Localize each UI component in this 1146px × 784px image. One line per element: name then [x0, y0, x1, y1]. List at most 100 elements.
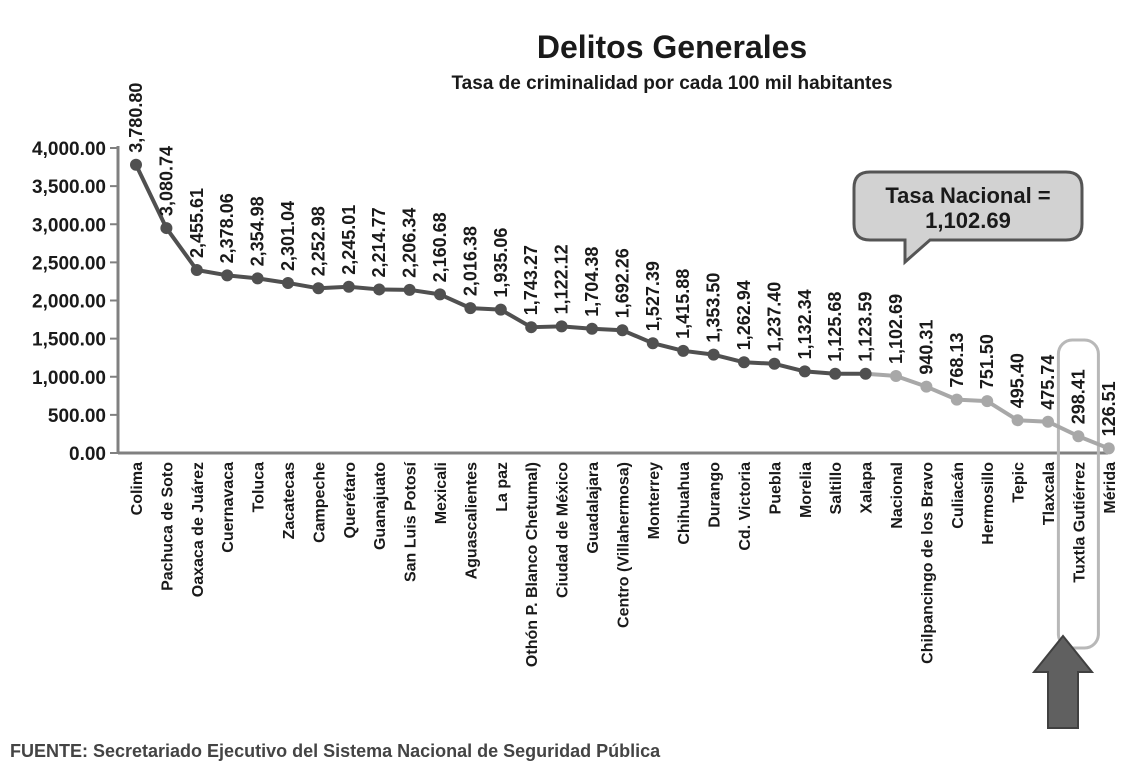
source-note: FUENTE: Secretariado Ejecutivo del Siste… — [10, 741, 661, 761]
data-point — [950, 393, 963, 406]
data-point — [494, 303, 507, 316]
data-point — [677, 344, 690, 357]
data-label: 3,080.74 — [156, 146, 176, 216]
y-tick-label: 0.00 — [69, 444, 106, 465]
x-tick-label: Centro (Villahermosa) — [615, 462, 632, 628]
data-label: 1,743.27 — [521, 245, 541, 315]
data-point — [707, 348, 720, 361]
data-label: 126.51 — [1099, 381, 1119, 436]
data-label: 298.41 — [1068, 369, 1088, 424]
x-tick-label: Othón P. Blanco Chetumal) — [524, 462, 541, 667]
data-label: 475.74 — [1038, 355, 1058, 410]
data-point — [1102, 442, 1115, 455]
data-label: 1,415.88 — [673, 269, 693, 339]
y-tick-label: 2,000.00 — [32, 292, 106, 313]
data-label: 1,125.68 — [825, 292, 845, 362]
data-labels: 3,780.80 3,080.74 2,455.61 2,378.06 2,354.98… — [126, 83, 1119, 437]
callout-line-2: 1,102.69 — [925, 208, 1011, 233]
x-tick-label: Querétaro — [342, 462, 359, 539]
data-label: 495.40 — [1008, 353, 1028, 408]
data-point — [221, 269, 234, 282]
data-label: 2,455.61 — [187, 188, 207, 258]
x-tick-label: Toluca — [251, 462, 268, 512]
x-tick-label: Monterrey — [646, 462, 663, 539]
y-tick-label: 3,500.00 — [32, 177, 106, 198]
data-label: 2,214.77 — [369, 207, 389, 277]
data-point — [738, 356, 750, 369]
data-point — [282, 276, 294, 289]
data-point — [342, 280, 355, 293]
highlight-box — [1056, 338, 1100, 650]
data-point — [1011, 414, 1024, 427]
y-tick-label: 500.00 — [48, 406, 106, 427]
data-points — [130, 158, 1115, 455]
data-label: 1,122.12 — [552, 244, 572, 314]
x-tick-label: Mexicali — [433, 462, 450, 524]
data-label: 1,935.06 — [491, 228, 511, 298]
chart-subtitle: Tasa de criminalidad por cada 100 mil ha… — [451, 73, 892, 94]
x-tick-label: Ciudad de México — [555, 462, 572, 598]
data-label: 2,301.04 — [278, 201, 298, 271]
x-tick-label: Morelia — [798, 462, 815, 518]
x-tick-label: Culiacán — [950, 462, 967, 529]
x-tick-label: Guanajuato — [372, 462, 389, 550]
data-point — [616, 324, 629, 337]
data-point — [646, 337, 659, 350]
data-label: 1,237.40 — [764, 282, 784, 352]
y-tick-label: 2,500.00 — [32, 253, 106, 274]
data-point — [555, 320, 568, 333]
data-point — [434, 288, 446, 301]
data-point — [464, 302, 477, 315]
x-tick-label: Pachuca de Soto — [159, 462, 176, 591]
x-tick-label: Guadalajara — [585, 462, 602, 554]
x-tick-label: Chilpancingo de los Bravo — [919, 462, 936, 664]
y-tick-label: 3,000.00 — [32, 215, 106, 236]
data-label: 1,353.50 — [704, 273, 724, 343]
x-tick-label: Puebla — [767, 462, 784, 515]
x-tick-label: Campeche — [311, 462, 328, 543]
data-label: 2,206.34 — [400, 208, 420, 278]
x-tick-label: Aguascalientes — [463, 462, 480, 579]
x-axis-labels: Colima Pachuca de Soto Oaxaca de Juárez Cue… — [129, 461, 1119, 667]
x-tick-label: Chihuahua — [676, 462, 693, 545]
x-tick-label: Cd. Victoria — [737, 462, 754, 551]
data-point — [312, 282, 325, 295]
data-label: 1,527.39 — [643, 261, 663, 331]
y-tick-label: 4,000.00 — [32, 139, 106, 160]
data-point — [798, 365, 811, 378]
chart-title: Delitos Generales — [537, 29, 807, 65]
data-point — [829, 367, 842, 380]
callout-tasa-nacional: Tasa Nacional = 1,102.69 — [852, 170, 1084, 266]
data-point — [890, 369, 902, 382]
x-tick-label: Tepic — [1011, 462, 1028, 503]
x-tick-label: Tuxtla Gutiérrez — [1071, 462, 1088, 583]
data-point — [251, 272, 264, 285]
x-tick-label: Nacional — [889, 462, 906, 529]
x-tick-label: Durango — [707, 462, 724, 528]
data-label: 1,102.69 — [886, 294, 906, 364]
x-tick-label: Zacatecas — [281, 462, 298, 539]
highlight-rect — [1056, 338, 1100, 650]
data-point — [768, 357, 781, 370]
arrow-up-icon — [1031, 634, 1095, 729]
data-label: 2,245.01 — [339, 205, 359, 275]
y-tick-label: 1,000.00 — [32, 368, 106, 389]
data-point — [130, 158, 142, 171]
data-label: 2,252.98 — [308, 206, 328, 276]
x-tick-label: Tlaxcala — [1041, 462, 1058, 525]
data-point — [525, 321, 538, 334]
callout-line-1: Tasa Nacional = — [885, 183, 1050, 208]
x-tick-label: Colima — [129, 462, 146, 515]
data-label: 2,354.98 — [248, 196, 268, 266]
x-tick-label: Cuernavaca — [220, 462, 237, 553]
data-label: 1,692.26 — [612, 248, 632, 318]
x-tick-label: Oaxaca de Juárez — [190, 462, 207, 597]
y-tick-label: 1,500.00 — [32, 330, 106, 351]
data-point — [1072, 430, 1085, 443]
data-label: 2,016.38 — [460, 226, 480, 296]
data-label: 1,704.38 — [582, 247, 602, 317]
data-point — [1042, 415, 1054, 428]
data-point — [981, 395, 994, 408]
data-point — [586, 322, 598, 335]
